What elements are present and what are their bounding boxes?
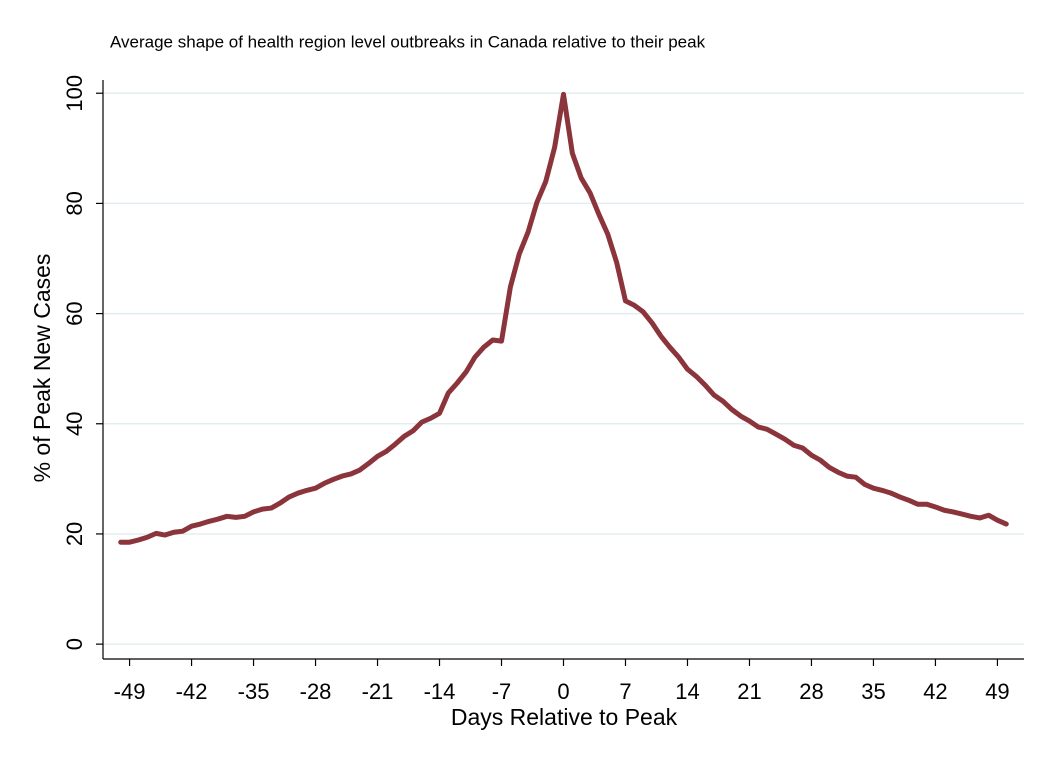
- x-tick-label: 21: [737, 679, 761, 704]
- chart-title: Average shape of health region level out…: [110, 32, 706, 51]
- x-tick-label: -7: [492, 679, 512, 704]
- x-tick-label: 35: [861, 679, 885, 704]
- y-tick-label: 100: [62, 75, 87, 112]
- y-tick-label: 40: [62, 412, 87, 436]
- x-tick-label: 0: [557, 679, 569, 704]
- x-tick-label: 42: [923, 679, 947, 704]
- x-tick-label: 49: [985, 679, 1009, 704]
- y-tick-label: 20: [62, 522, 87, 546]
- x-tick-label: -35: [238, 679, 270, 704]
- y-axis-label: % of Peak New Cases: [29, 254, 55, 483]
- data-line: [118, 91, 1009, 545]
- y-tick-label: 0: [62, 638, 87, 650]
- y-tick-label: 60: [62, 301, 87, 325]
- x-axis-label: Days Relative to Peak: [451, 704, 678, 730]
- x-tick-label: -21: [362, 679, 394, 704]
- x-tick-label: -14: [424, 679, 456, 704]
- x-tick-label: -28: [300, 679, 332, 704]
- x-tick-label: 28: [799, 679, 823, 704]
- x-tick-label: -42: [176, 679, 208, 704]
- x-tick-label: 7: [619, 679, 631, 704]
- x-tick-label: 14: [675, 679, 699, 704]
- x-tick-label: -49: [114, 679, 146, 704]
- y-tick-label: 80: [62, 191, 87, 215]
